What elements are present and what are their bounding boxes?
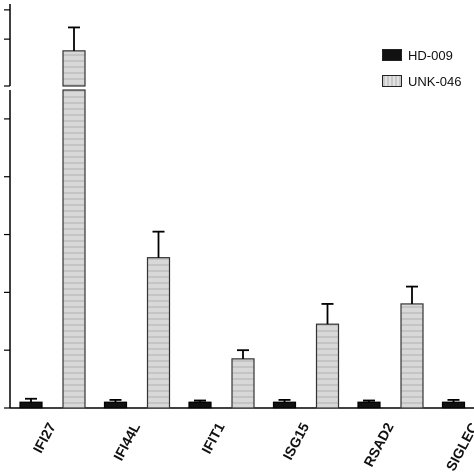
bar-unk-046-ifit1 xyxy=(231,358,255,409)
legend-item-hd-009: HD-009 xyxy=(382,44,461,66)
bar-unk-046-ifi27-upper xyxy=(62,50,86,87)
bar-hd-009-isg15 xyxy=(272,401,297,409)
legend-label-unk-046: UNK-046 xyxy=(408,73,462,89)
bar-unk-046-rsad2 xyxy=(400,303,424,409)
legend: HD-009 UNK-046 xyxy=(382,44,461,96)
bar-hd-009-rsad2 xyxy=(357,401,381,409)
legend-swatch-hd-009 xyxy=(382,49,402,61)
category-label-ifit1: IFIT1 xyxy=(198,420,228,457)
bar-unk-046-ifi44l xyxy=(146,257,171,409)
category-label-rsad2: RSAD2 xyxy=(360,420,397,470)
legend-label-hd-009: HD-009 xyxy=(408,47,453,63)
bar-hd-009-ifi27 xyxy=(19,401,43,409)
legend-swatch-unk-046 xyxy=(382,75,402,87)
bar-hd-009-siglec xyxy=(441,401,466,409)
category-label-isg15: ISG15 xyxy=(279,420,312,463)
bar-hd-009-ifi44l xyxy=(103,401,128,409)
bar-unk-046-ifi27-lower xyxy=(62,89,86,409)
bar-hd-009-ifit1 xyxy=(188,401,212,409)
category-label-ifi27: IFI27 xyxy=(30,420,59,456)
category-label-siglec: SIGLEC xyxy=(443,420,474,474)
category-label-ifi44l: IFI44L xyxy=(110,420,143,464)
bar-unk-046-isg15 xyxy=(315,323,340,409)
legend-item-unk-046: UNK-046 xyxy=(382,70,461,92)
